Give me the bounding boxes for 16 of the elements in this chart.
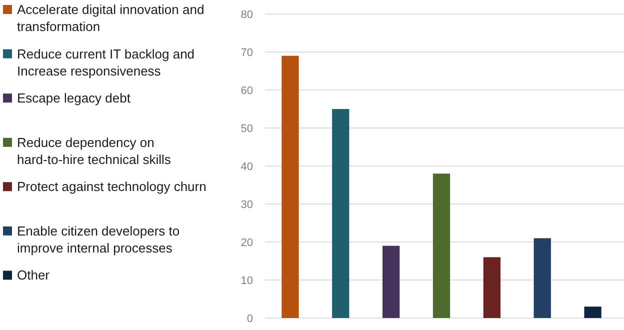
legend-label: Escape legacy debt bbox=[17, 90, 131, 106]
legend-label: Enable citizen developers to improve internal processes bbox=[17, 223, 180, 256]
y-tick-label: 10 bbox=[240, 274, 253, 287]
legend-label: Protect against technology churn bbox=[17, 179, 206, 194]
y-tick-label: 60 bbox=[240, 84, 253, 97]
y-tick-label: 30 bbox=[240, 198, 253, 211]
legend-label: Other bbox=[17, 268, 50, 283]
legend-label: Reduce dependency on hard-to-hire technical skills bbox=[17, 134, 172, 167]
legend-label: Accelerate digital innovation and transformation bbox=[17, 2, 204, 34]
y-tick-label: 20 bbox=[240, 236, 253, 249]
y-tick-label: 40 bbox=[240, 160, 253, 173]
y-tick-label: 80 bbox=[240, 8, 253, 21]
y-tick-label: 0 bbox=[246, 312, 253, 325]
y-tick-label: 50 bbox=[240, 122, 253, 135]
legend-label: Reduce current IT backlog and Increase responsiveness bbox=[17, 46, 195, 78]
y-tick-label: 70 bbox=[240, 46, 253, 59]
